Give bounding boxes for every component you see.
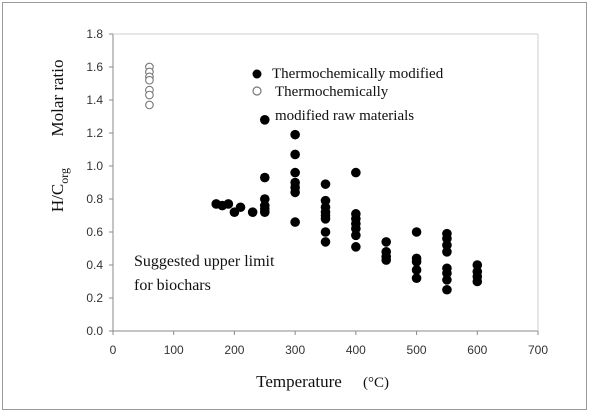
filled-data-point [320,214,331,224]
x-tick-label: 500 [407,343,427,357]
y-tick-label: 1.8 [86,27,103,41]
svg-text:H/Corg: H/Corg [48,168,71,212]
y-tick-label: 0.2 [86,291,103,305]
filled-data-point [259,115,270,125]
filled-data-point [320,227,331,237]
filled-data-point [290,167,300,178]
filled-data-point [259,194,270,204]
filled-data-point [290,217,300,227]
filled-data-point [320,195,331,206]
y-axis-label-suffix: Molar ratio [48,60,67,137]
filled-data-point [259,172,270,183]
y-tick-label: 1.4 [86,93,103,107]
filled-data-point [442,233,452,244]
annotation-line2: for biochars [134,277,211,294]
filled-data-point [351,223,361,234]
filled-data-point [411,265,422,275]
legend-open-marker [252,86,262,96]
y-label-main: H/C [48,184,67,212]
filled-data-point [351,242,361,252]
y-label-sub: org [57,168,71,184]
x-tick-label: 300 [285,343,305,357]
legend: Thermochemically modified Thermochemical… [252,66,444,124]
filled-data-point [290,129,300,140]
legend-filled-marker [252,69,262,79]
y-label-suffix: Molar ratio [48,60,67,137]
open-data-point [145,100,154,110]
y-axis-label: H/Corg [48,168,71,212]
filled-data-point [247,207,258,217]
filled-data-point [351,230,361,241]
filled-data-point [411,273,422,284]
y-tick-label: 1.6 [86,60,103,74]
chart-border [2,2,587,410]
y-tick-label: 0.4 [86,258,103,272]
x-ticks: 0 100 200 300 400 500 600 700 [110,331,548,357]
filled-data-point [411,256,422,267]
open-data-point [145,90,154,100]
x-tick-label: 400 [346,343,366,357]
x-axis-unit: (°C) [363,375,389,391]
x-tick-label: 100 [164,343,184,357]
x-axis-label: Temperature [256,372,342,391]
filled-data-point [411,227,422,237]
filled-data-point [320,179,331,189]
filled-data-point [472,276,483,287]
y-ticks: 0.0 0.2 0.4 0.6 0.8 1.0 1.2 1.4 1.6 1.8 [86,27,113,338]
filled-data-point [442,268,452,279]
filled-data-point [320,237,331,247]
filled-data-point [442,240,452,250]
x-label-main: Temperature [256,372,342,391]
filled-data-point [223,199,234,209]
x-tick-label: 600 [467,343,487,357]
y-tick-label: 1.0 [86,159,103,173]
annotation-line1: Suggested upper limit [134,253,275,270]
filled-data-point [290,187,300,198]
filled-data-point [442,284,452,295]
y-tick-label: 0.0 [86,324,103,338]
filled-data-point [235,202,246,213]
x-tick-label: 700 [528,343,548,357]
open-data-point [145,75,154,85]
x-tick-label: 200 [224,343,244,357]
filled-data-point [381,237,392,247]
legend-label-filled: Thermochemically modified [272,66,444,82]
filled-data-point [259,207,270,217]
filled-data-point [442,275,452,285]
y-tick-label: 1.2 [86,126,103,140]
y-tick-label: 0.8 [86,192,103,206]
y-tick-label: 0.6 [86,225,103,239]
x-tick-label: 0 [110,343,117,357]
filled-data-point [290,149,300,160]
legend-label-open-line1: Thermochemically [275,84,389,100]
legend-label-open-line2: modified raw materials [275,108,414,124]
filled-data-point [472,260,483,270]
filled-data-point [442,247,452,257]
filled-data-point [381,255,392,265]
data-points [145,62,483,295]
filled-data-point [351,167,361,178]
